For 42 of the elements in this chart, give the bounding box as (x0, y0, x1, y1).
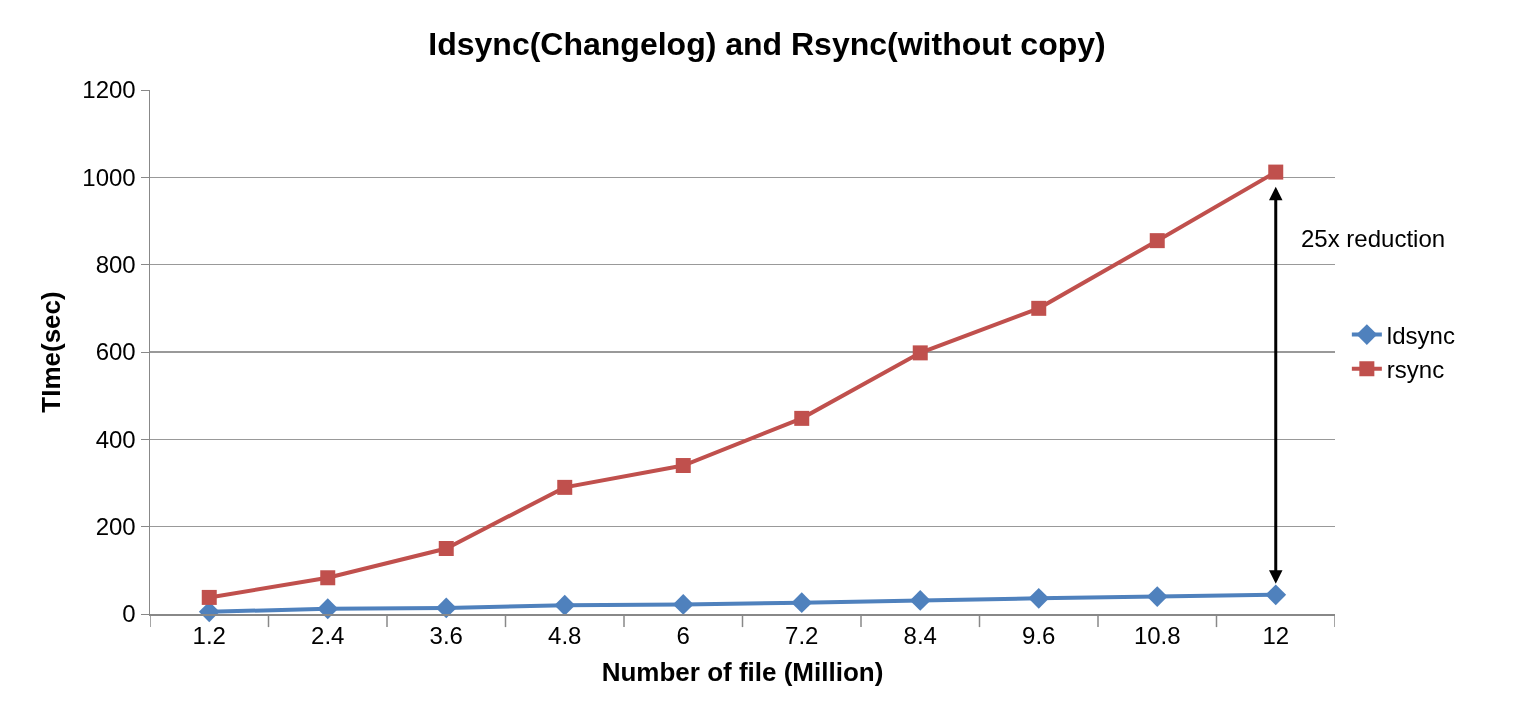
point (557, 479, 573, 495)
point (794, 410, 810, 426)
x-tick-label: 1.2 (192, 622, 226, 650)
y-tick-label: 800 (95, 251, 136, 279)
point (672, 593, 694, 615)
point (1265, 584, 1287, 606)
point (317, 598, 339, 620)
x-axis-title: Number of file (Million) (601, 656, 884, 687)
point (912, 345, 928, 361)
point (201, 589, 217, 605)
point (1268, 164, 1284, 180)
point (1028, 587, 1050, 609)
y-tick-label: 600 (95, 338, 136, 366)
x-tick-label: 2.4 (311, 622, 345, 650)
x-tick-label: 7.2 (785, 622, 819, 650)
x-tick-label: 4.8 (548, 622, 582, 650)
chart-title: Idsync(Changelog) and Rsync(without copy) (428, 25, 1106, 62)
point (438, 541, 454, 556)
y-tick-label: 400 (95, 425, 136, 453)
legend-label: ldsync (1386, 321, 1455, 349)
y-tick-label: 1000 (82, 163, 136, 191)
y-tick-label: 1200 (82, 76, 136, 104)
point (320, 570, 336, 586)
point (791, 592, 813, 614)
point (675, 458, 691, 474)
point (1031, 300, 1047, 316)
x-tick-label: 6 (676, 622, 690, 650)
point (1146, 586, 1168, 607)
x-tick-label: 9.6 (1022, 622, 1056, 650)
x-tick-label: 8.4 (903, 622, 937, 650)
x-tick-label: 12 (1262, 622, 1290, 650)
y-tick-label: 200 (95, 513, 136, 541)
y-axis-title: TIme(sec) (35, 291, 66, 413)
x-tick-label: 3.6 (429, 622, 463, 650)
legend-label: rsync (1386, 356, 1445, 384)
y-tick-label: 0 (122, 600, 136, 628)
x-tick-label: 10.8 (1133, 622, 1181, 650)
annotation: 25x reduction (1301, 225, 1446, 252)
point (1149, 233, 1165, 249)
point (909, 590, 931, 611)
point (435, 597, 457, 619)
point (554, 594, 576, 616)
